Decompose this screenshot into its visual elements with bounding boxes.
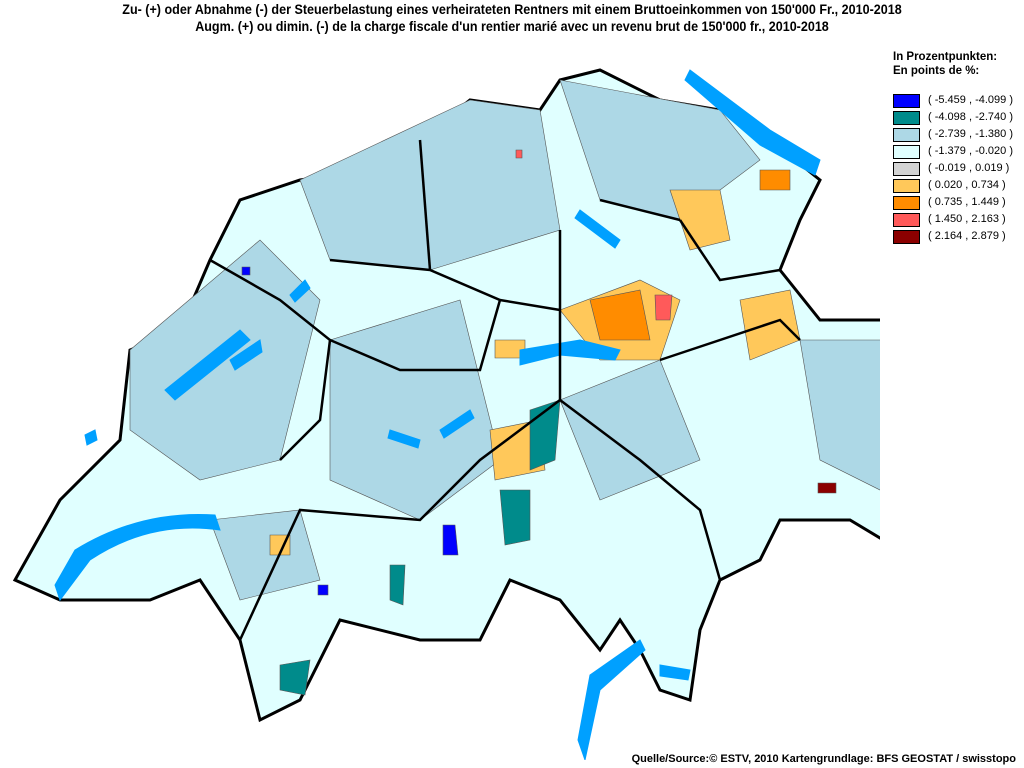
municipality-region (817, 482, 837, 494)
legend-label: ( -1.379 , -0.020 ) (928, 145, 1013, 157)
legend-item: ( -0.019 , 0.019 ) (893, 160, 1024, 177)
legend: In Prozentpunkten: En points de %: ( -5.… (893, 50, 1024, 245)
legend-swatch (893, 144, 920, 159)
municipality-region (329, 299, 501, 521)
legend-item: ( -2.739 , -1.380 ) (893, 126, 1024, 143)
lake (229, 339, 263, 371)
municipality-region (209, 509, 321, 601)
legend-swatch (893, 127, 920, 142)
canton-border (329, 299, 502, 372)
municipality-region (669, 189, 731, 251)
legend-item: ( 0.020 , 0.734 ) (893, 177, 1024, 194)
canton-border (329, 258, 561, 312)
lake (574, 209, 621, 249)
municipality-region (317, 584, 329, 596)
legend-item: ( -5.459 , -4.099 ) (893, 92, 1024, 109)
lake (387, 429, 421, 449)
municipality-region (654, 294, 673, 321)
legend-item: ( -1.379 , -0.020 ) (893, 143, 1024, 160)
legend-label: ( 0.735 , 1.449 ) (928, 196, 1006, 208)
municipality-region (559, 359, 701, 501)
legend-swatch (893, 229, 920, 244)
source-note: Quelle/Source:© ESTV, 2010 Kartengrundla… (631, 753, 1016, 765)
legend-label: ( -0.019 , 0.019 ) (928, 162, 1010, 174)
lake (519, 339, 621, 366)
legend-heading-french: En points de %: (893, 65, 980, 77)
lake (659, 664, 691, 681)
lake (84, 429, 98, 446)
lake (289, 279, 311, 303)
lake (164, 329, 251, 401)
legend-label: ( -5.459 , -4.099 ) (928, 94, 1013, 106)
legend-swatch (893, 195, 920, 210)
canton-border (238, 399, 561, 641)
map-title-french: Augm. (+) ou dimin. (-) de la charge fis… (195, 19, 829, 34)
municipality-region (499, 489, 531, 546)
legend-label: ( 1.450 , 2.163 ) (928, 213, 1006, 225)
municipality-region (799, 339, 880, 491)
legend-swatch (893, 178, 920, 193)
legend-swatch (893, 212, 920, 227)
legend-label: ( -4.098 , -2.740 ) (928, 111, 1013, 123)
legend-item: ( 2.164 , 2.879 ) (893, 228, 1024, 245)
switzerland-map (12, 68, 880, 760)
canton-border (599, 198, 681, 222)
legend-swatch (893, 110, 920, 125)
canton-border (659, 318, 801, 362)
canton-border (559, 399, 722, 581)
map-title-german: Zu- (+) oder Abnahme (-) der Steuerbelas… (122, 2, 902, 17)
legend-label: ( 2.164 , 2.879 ) (928, 230, 1006, 242)
canton-border (678, 219, 781, 282)
lake (684, 69, 821, 176)
legend-item: ( 0.735 , 1.449 ) (893, 194, 1024, 211)
lake (577, 639, 646, 760)
municipality-region (241, 266, 251, 276)
municipality-region (759, 169, 791, 191)
municipality-region (279, 659, 311, 696)
legend-heading-german: In Prozentpunkten: (893, 51, 998, 63)
municipality-region (442, 524, 459, 556)
lake (439, 409, 475, 439)
municipality-region (589, 289, 651, 341)
legend-item: ( 1.450 , 2.163 ) (893, 211, 1024, 228)
municipality-region (515, 149, 523, 159)
legend-label: ( -2.739 , -1.380 ) (928, 128, 1013, 140)
legend-item: ( -4.098 , -2.740 ) (893, 109, 1024, 126)
legend-swatch (893, 161, 920, 176)
municipality-region (389, 564, 406, 606)
legend-swatch (893, 93, 920, 108)
canton-border (418, 139, 432, 271)
lake (54, 513, 221, 602)
legend-label: ( 0.020 , 0.734 ) (928, 179, 1006, 191)
